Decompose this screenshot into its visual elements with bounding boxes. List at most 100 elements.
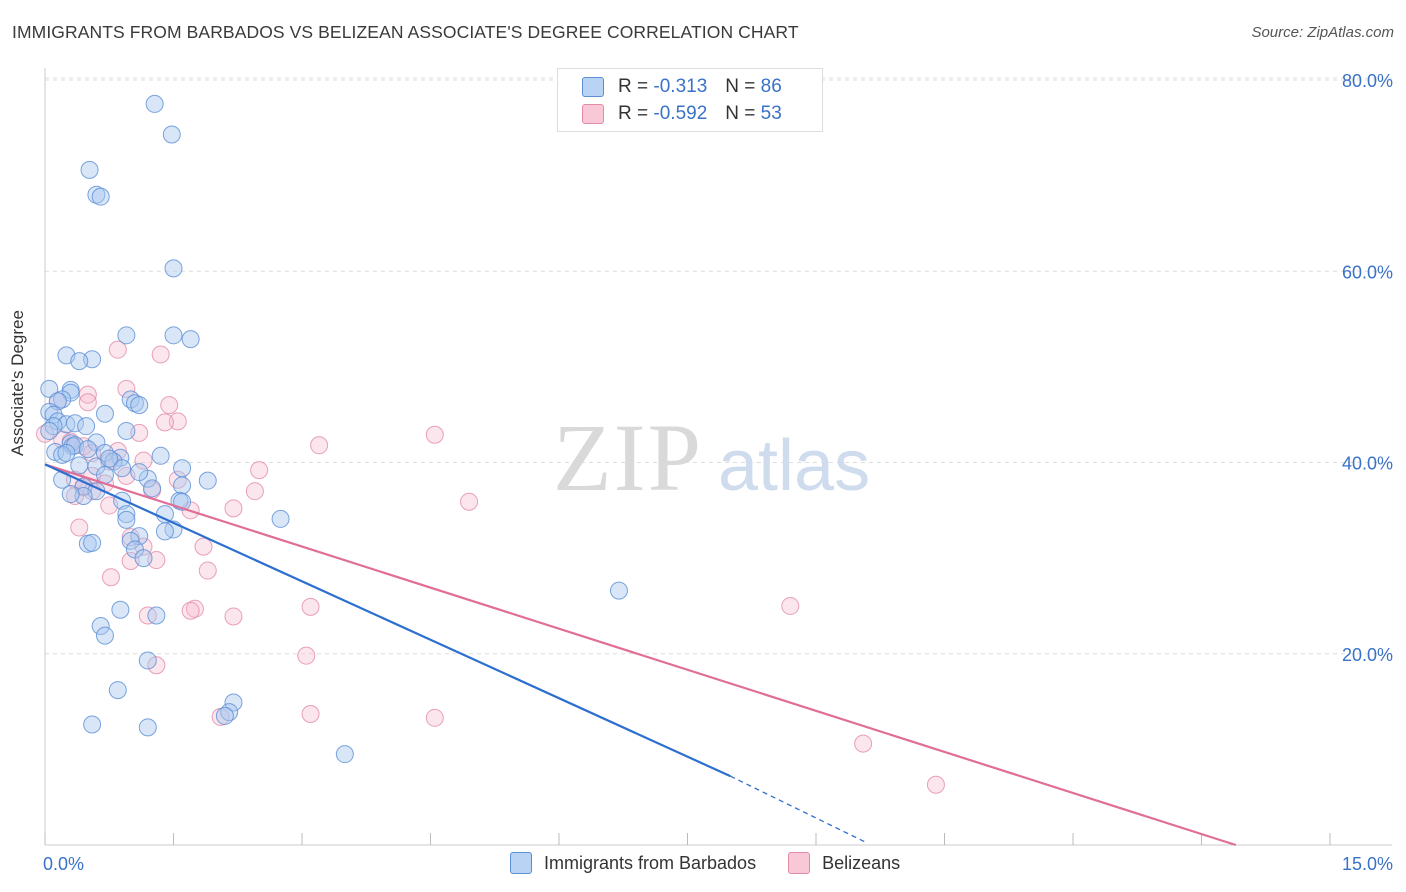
- belizeans-point: [425, 708, 444, 727]
- barbados-point: [100, 449, 119, 468]
- barbados-point: [134, 549, 153, 568]
- belizeans-point: [108, 340, 127, 359]
- barbados-point: [130, 463, 149, 482]
- barbados-point: [117, 326, 136, 345]
- belizeans-point: [425, 425, 444, 444]
- barbados-point: [78, 440, 97, 459]
- barbados-point: [40, 421, 59, 440]
- barbados-point: [40, 379, 59, 398]
- belizeans-point: [151, 345, 170, 364]
- barbados-point: [173, 476, 192, 495]
- belizeans-point: [198, 561, 217, 580]
- barbados-point: [130, 396, 149, 415]
- barbados-point: [164, 326, 183, 345]
- belizeans-point: [224, 499, 243, 518]
- belizeans-point: [224, 607, 243, 626]
- belizeans-point: [147, 656, 166, 675]
- barbados-point: [83, 715, 102, 734]
- legend-r-value: -0.592: [653, 103, 708, 124]
- watermark-zip: ZIP: [553, 404, 703, 511]
- barbados-point: [57, 443, 76, 462]
- barbados-point: [138, 718, 157, 737]
- y-tick-label: 40.0%: [1342, 454, 1393, 474]
- legend-r-label: R =: [618, 76, 649, 97]
- belizeans-point: [101, 568, 120, 587]
- barbados-trend-extension: [730, 775, 868, 844]
- legend-swatch-pink: [582, 104, 604, 124]
- barbados-point: [117, 510, 136, 529]
- barbados-point: [147, 606, 166, 625]
- legend-row-belizeans: R = -0.592 N = 53: [582, 102, 782, 126]
- barbados-point: [173, 459, 192, 478]
- barbados-points: [40, 94, 628, 764]
- belizeans-point: [301, 597, 320, 616]
- barbados-point: [70, 456, 89, 475]
- legend-n-label: N =: [725, 76, 756, 97]
- legend-item-belizeans[interactable]: Belizeans: [788, 852, 900, 874]
- barbados-point: [271, 509, 290, 528]
- barbados-point: [224, 693, 243, 712]
- legend-swatch-blue: [582, 77, 604, 97]
- barbados-point: [335, 745, 354, 764]
- x-tick-label: 0.0%: [43, 854, 84, 874]
- legend-n-value: 86: [760, 76, 782, 97]
- barbados-point: [143, 479, 162, 498]
- legend-item-barbados[interactable]: Immigrants from Barbados: [510, 852, 756, 874]
- belizeans-point: [194, 537, 213, 556]
- barbados-point: [61, 485, 80, 504]
- trend-lines: [44, 463, 1237, 847]
- barbados-point: [138, 651, 157, 670]
- legend-r-label: R =: [618, 103, 649, 124]
- barbados-point: [145, 94, 164, 113]
- y-tick-label: 80.0%: [1342, 71, 1393, 91]
- belizeans-point: [926, 775, 945, 794]
- belizeans-point: [78, 393, 97, 412]
- barbados-point: [95, 626, 114, 645]
- x-tick-label: 15.0%: [1342, 854, 1393, 874]
- axes: [44, 68, 1392, 846]
- barbados-point: [108, 681, 127, 700]
- barbados-point: [95, 404, 114, 423]
- barbados-trend-line: [44, 463, 731, 778]
- belizeans-point: [781, 596, 800, 615]
- legend-label-belizeans: Belizeans: [822, 852, 901, 873]
- belizeans-point: [250, 461, 269, 480]
- belizeans-point: [70, 518, 89, 537]
- barbados-point: [117, 421, 136, 440]
- y-axis-label: Associate's Degree: [8, 310, 27, 456]
- belizeans-point: [134, 451, 153, 470]
- y-tick-label: 20.0%: [1342, 645, 1393, 665]
- barbados-point: [181, 330, 200, 349]
- barbados-point: [70, 352, 89, 371]
- watermark: ZIP atlas: [553, 404, 870, 511]
- barbados-point: [83, 533, 102, 552]
- barbados-point: [609, 581, 628, 600]
- belizeans-point: [160, 396, 179, 415]
- barbados-point: [111, 600, 130, 619]
- barbados-point: [80, 160, 99, 179]
- belizeans-point: [854, 734, 873, 753]
- barbados-point: [164, 259, 183, 278]
- belizeans-point: [155, 413, 174, 432]
- barbados-point: [65, 414, 84, 433]
- belizeans-point: [168, 412, 187, 431]
- barbados-point: [162, 125, 181, 144]
- barbados-point: [198, 471, 217, 490]
- barbados-point: [151, 446, 170, 465]
- series-legend: Immigrants from Barbados Belizeans: [510, 852, 932, 874]
- barbados-point: [91, 187, 110, 206]
- barbados-point: [215, 706, 234, 725]
- legend-n-value: 53: [760, 103, 782, 124]
- y-tick-label: 60.0%: [1342, 262, 1393, 282]
- barbados-point: [91, 617, 110, 636]
- barbados-point: [77, 417, 96, 436]
- barbados-point: [121, 531, 140, 550]
- belizeans-point: [297, 646, 316, 665]
- belizeans-point: [460, 492, 479, 511]
- legend-r-value: -0.313: [653, 76, 708, 97]
- chart-title: IMMIGRANTS FROM BARBADOS VS BELIZEAN ASS…: [12, 22, 799, 42]
- belizeans-point: [181, 601, 200, 620]
- belizeans-trend-line: [44, 463, 1237, 847]
- legend-swatch-blue: [510, 852, 532, 874]
